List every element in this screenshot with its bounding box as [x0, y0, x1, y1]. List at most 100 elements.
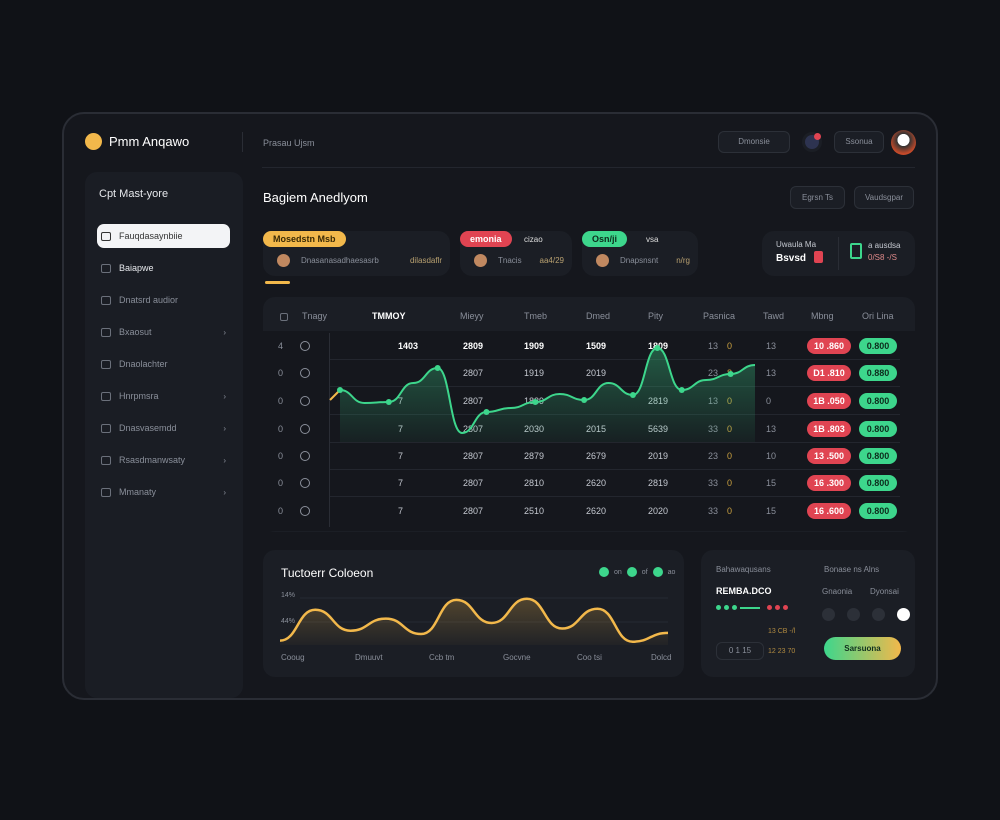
sidebar-item[interactable]: Hnrpmsra ›: [97, 384, 230, 408]
cta-button[interactable]: Sarsuona: [824, 637, 901, 660]
change-badge-negative: 1B .803: [807, 421, 851, 437]
table-cell: 0: [278, 396, 284, 406]
legend-dot-icon: [652, 567, 663, 577]
sidebar-item-label: Dnatsrd audior: [119, 295, 179, 305]
legend-label[interactable]: of: [641, 568, 648, 576]
table-cell: 1509: [586, 341, 607, 351]
table-cell: 2679: [586, 451, 607, 461]
sidebar-item[interactable]: Dnasvasemdd ›: [97, 416, 230, 440]
breadcrumb[interactable]: Prasau Ujsm: [263, 138, 315, 148]
export-button[interactable]: Egrsn Ts: [790, 186, 845, 209]
table-cell: 13: [708, 341, 719, 351]
table-cell: 2807: [463, 368, 484, 378]
chevron-icon: ›: [223, 327, 226, 337]
stats-input[interactable]: 0 1 15: [716, 642, 764, 660]
y-tick-label: 44%: [281, 618, 296, 625]
y-tick-label: 14%: [281, 592, 296, 599]
filter-button[interactable]: Vaudsgpar: [854, 186, 914, 209]
clock-icon: [300, 424, 310, 434]
menu-item-icon: [101, 455, 111, 465]
stats-row: 13 CB -/l: [768, 628, 796, 635]
change-badge-positive: 0.800: [859, 448, 897, 464]
table-cell: 33: [708, 478, 719, 488]
change-badge-positive: 0.880: [859, 365, 897, 381]
sidebar-item-label: Fauqdasaynbiie: [119, 231, 183, 241]
table-cell: 2019: [648, 451, 669, 461]
card-extra: n/rg: [676, 256, 690, 265]
table-cell: 13: [766, 368, 777, 378]
change-badge-negative: 16 .600: [807, 503, 851, 519]
legend-label[interactable]: ao: [667, 568, 676, 576]
summary-card[interactable]: Uwaula Ma Bsvsd a ausdsa 0/S8 -/S: [762, 231, 915, 276]
clock-icon: [300, 451, 310, 461]
table-cell: 13: [766, 424, 777, 434]
table-cell: 0: [727, 451, 733, 461]
x-tick-label: Cooug: [281, 653, 305, 662]
trend-area: [340, 348, 755, 442]
user-avatar[interactable]: [891, 130, 916, 155]
table-cell: 23: [708, 368, 719, 378]
sidebar-item[interactable]: Mmanaty ›: [97, 480, 230, 504]
menu-item-icon: [101, 263, 111, 273]
stats-label-a: Gnaonia: [822, 587, 853, 596]
stats-label-b: Dyonsai: [870, 587, 899, 596]
sidebar-item-label: Rsasdmanwsaty: [119, 455, 186, 465]
notification-icon[interactable]: [802, 132, 822, 152]
stats-link[interactable]: Bonase ns Alns: [824, 565, 880, 574]
search-button[interactable]: Dmonsie: [718, 131, 790, 153]
status-dots: [716, 605, 788, 610]
wave-line: [279, 597, 669, 643]
card-sub: Dnapsnsnt: [620, 256, 659, 265]
column-header[interactable]: TMMOY: [372, 311, 406, 321]
sidebar-item[interactable]: Bxaosut ›: [97, 320, 230, 344]
trend-point: [629, 392, 636, 398]
column-header[interactable]: Mieyy: [460, 311, 484, 321]
filter-card[interactable]: emonia cizao Tnacis aa4/29: [460, 231, 572, 276]
sidebar-item-label: Dnaolachter: [119, 359, 168, 369]
x-tick-label: Ccb tm: [429, 653, 455, 662]
legend-label[interactable]: on: [614, 568, 622, 576]
page-dots[interactable]: [822, 608, 910, 621]
change-badge-positive: 0.800: [859, 421, 897, 437]
filter-card[interactable]: Mosedstn Msb Dnasanasadhaesasrb dilasdaflr: [263, 231, 450, 276]
table-cell: 2810: [524, 478, 545, 488]
table-cell: 2807: [463, 506, 484, 516]
table-cell: 2019: [586, 368, 607, 378]
active-tab-indicator: [265, 281, 290, 284]
alerts-button[interactable]: Ssonua: [834, 131, 884, 153]
column-header[interactable]: Tmeb: [524, 311, 548, 321]
column-header[interactable]: Tawd: [763, 311, 785, 321]
table-cell: 1909: [524, 341, 545, 351]
sidebar-item[interactable]: Rsasdmanwsaty ›: [97, 448, 230, 472]
change-badge-positive: 0.800: [859, 475, 897, 491]
sidebar-item[interactable]: Fauqdasaynbiie: [97, 224, 230, 248]
table-cell: 2807: [463, 451, 484, 461]
sidebar-item[interactable]: Baiapwe: [97, 256, 230, 280]
menu-item-icon: [101, 327, 111, 337]
sidebar-item[interactable]: Dnaolachter: [97, 352, 230, 376]
column-header[interactable]: Ori Lina: [862, 311, 894, 321]
card-badge: Mosedstn Msb: [263, 231, 346, 247]
table-cell: 0: [278, 424, 284, 434]
table-cell: 0: [727, 341, 733, 351]
column-header[interactable]: Pity: [648, 311, 664, 321]
trend-point: [337, 387, 343, 393]
table-cell: 2819: [648, 478, 669, 488]
column-header[interactable]: Dmed: [586, 311, 611, 321]
column-header[interactable]: Mbng: [811, 311, 834, 321]
stats-row-2: 12 23 70: [768, 648, 796, 655]
change-badge-negative: 1B .050: [807, 393, 851, 409]
trend-point: [483, 409, 490, 415]
table-cell: 10: [766, 451, 777, 461]
clock-icon: [300, 506, 310, 516]
stats-title: Bahawaqusans: [716, 565, 771, 574]
column-header[interactable]: Pasnica: [703, 311, 736, 321]
trend-point: [532, 399, 539, 405]
legend-dot-icon: [626, 567, 637, 577]
column-header[interactable]: Tnagy: [302, 311, 328, 321]
change-badge-negative: 16 .300: [807, 475, 851, 491]
sidebar-item[interactable]: Dnatsrd audior: [97, 288, 230, 312]
filter-card[interactable]: Osn/ji vsa Dnapsnsnt n/rg: [582, 231, 698, 276]
select-all-checkbox[interactable]: [280, 313, 288, 321]
change-badge-positive: 0.800: [859, 338, 897, 354]
